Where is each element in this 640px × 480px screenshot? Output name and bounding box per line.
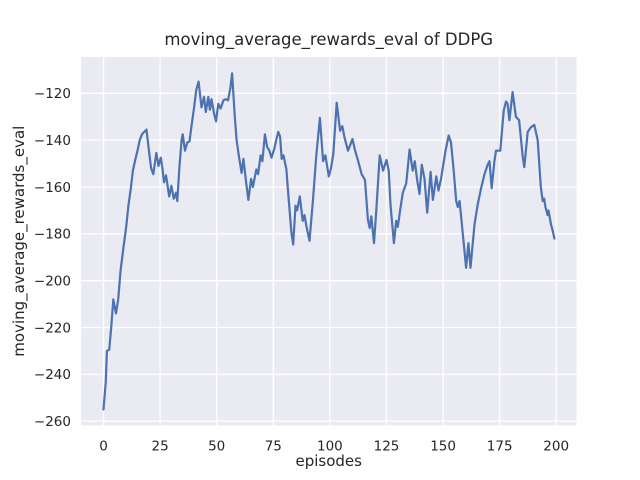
x-axis-label: episodes [296,452,363,470]
y-tick-label: −140 [34,133,71,149]
y-tick-labels: −120 −140 −160 −180 −200 −220 −240 −260 [34,86,71,430]
x-tick-label: 50 [208,439,225,455]
chart-title: moving_average_rewards_eval of DDPG [164,30,493,50]
y-tick-label: −160 [34,180,71,196]
x-tick-label: 100 [317,439,343,455]
y-tick-label: −260 [34,414,71,430]
y-tick-label: −200 [34,274,71,290]
grid [81,57,577,426]
y-tick-label: −240 [34,367,71,383]
y-axis-label: moving_average_rewards_eval [10,126,29,357]
x-tick-label: 150 [430,439,456,455]
y-tick-label: −180 [34,227,71,243]
reward-line [102,72,556,411]
x-tick-label: 125 [374,439,400,455]
x-tick-label: 75 [265,439,282,455]
x-tick-label: 0 [99,439,108,455]
plot-area [81,57,577,426]
y-tick-label: −120 [34,86,71,102]
x-tick-label: 25 [152,439,169,455]
x-tick-label: 175 [487,439,513,455]
y-tick-label: −220 [34,320,71,336]
x-tick-labels: 0 25 50 75 100 125 150 175 200 [99,439,569,455]
x-tick-label: 200 [543,439,569,455]
